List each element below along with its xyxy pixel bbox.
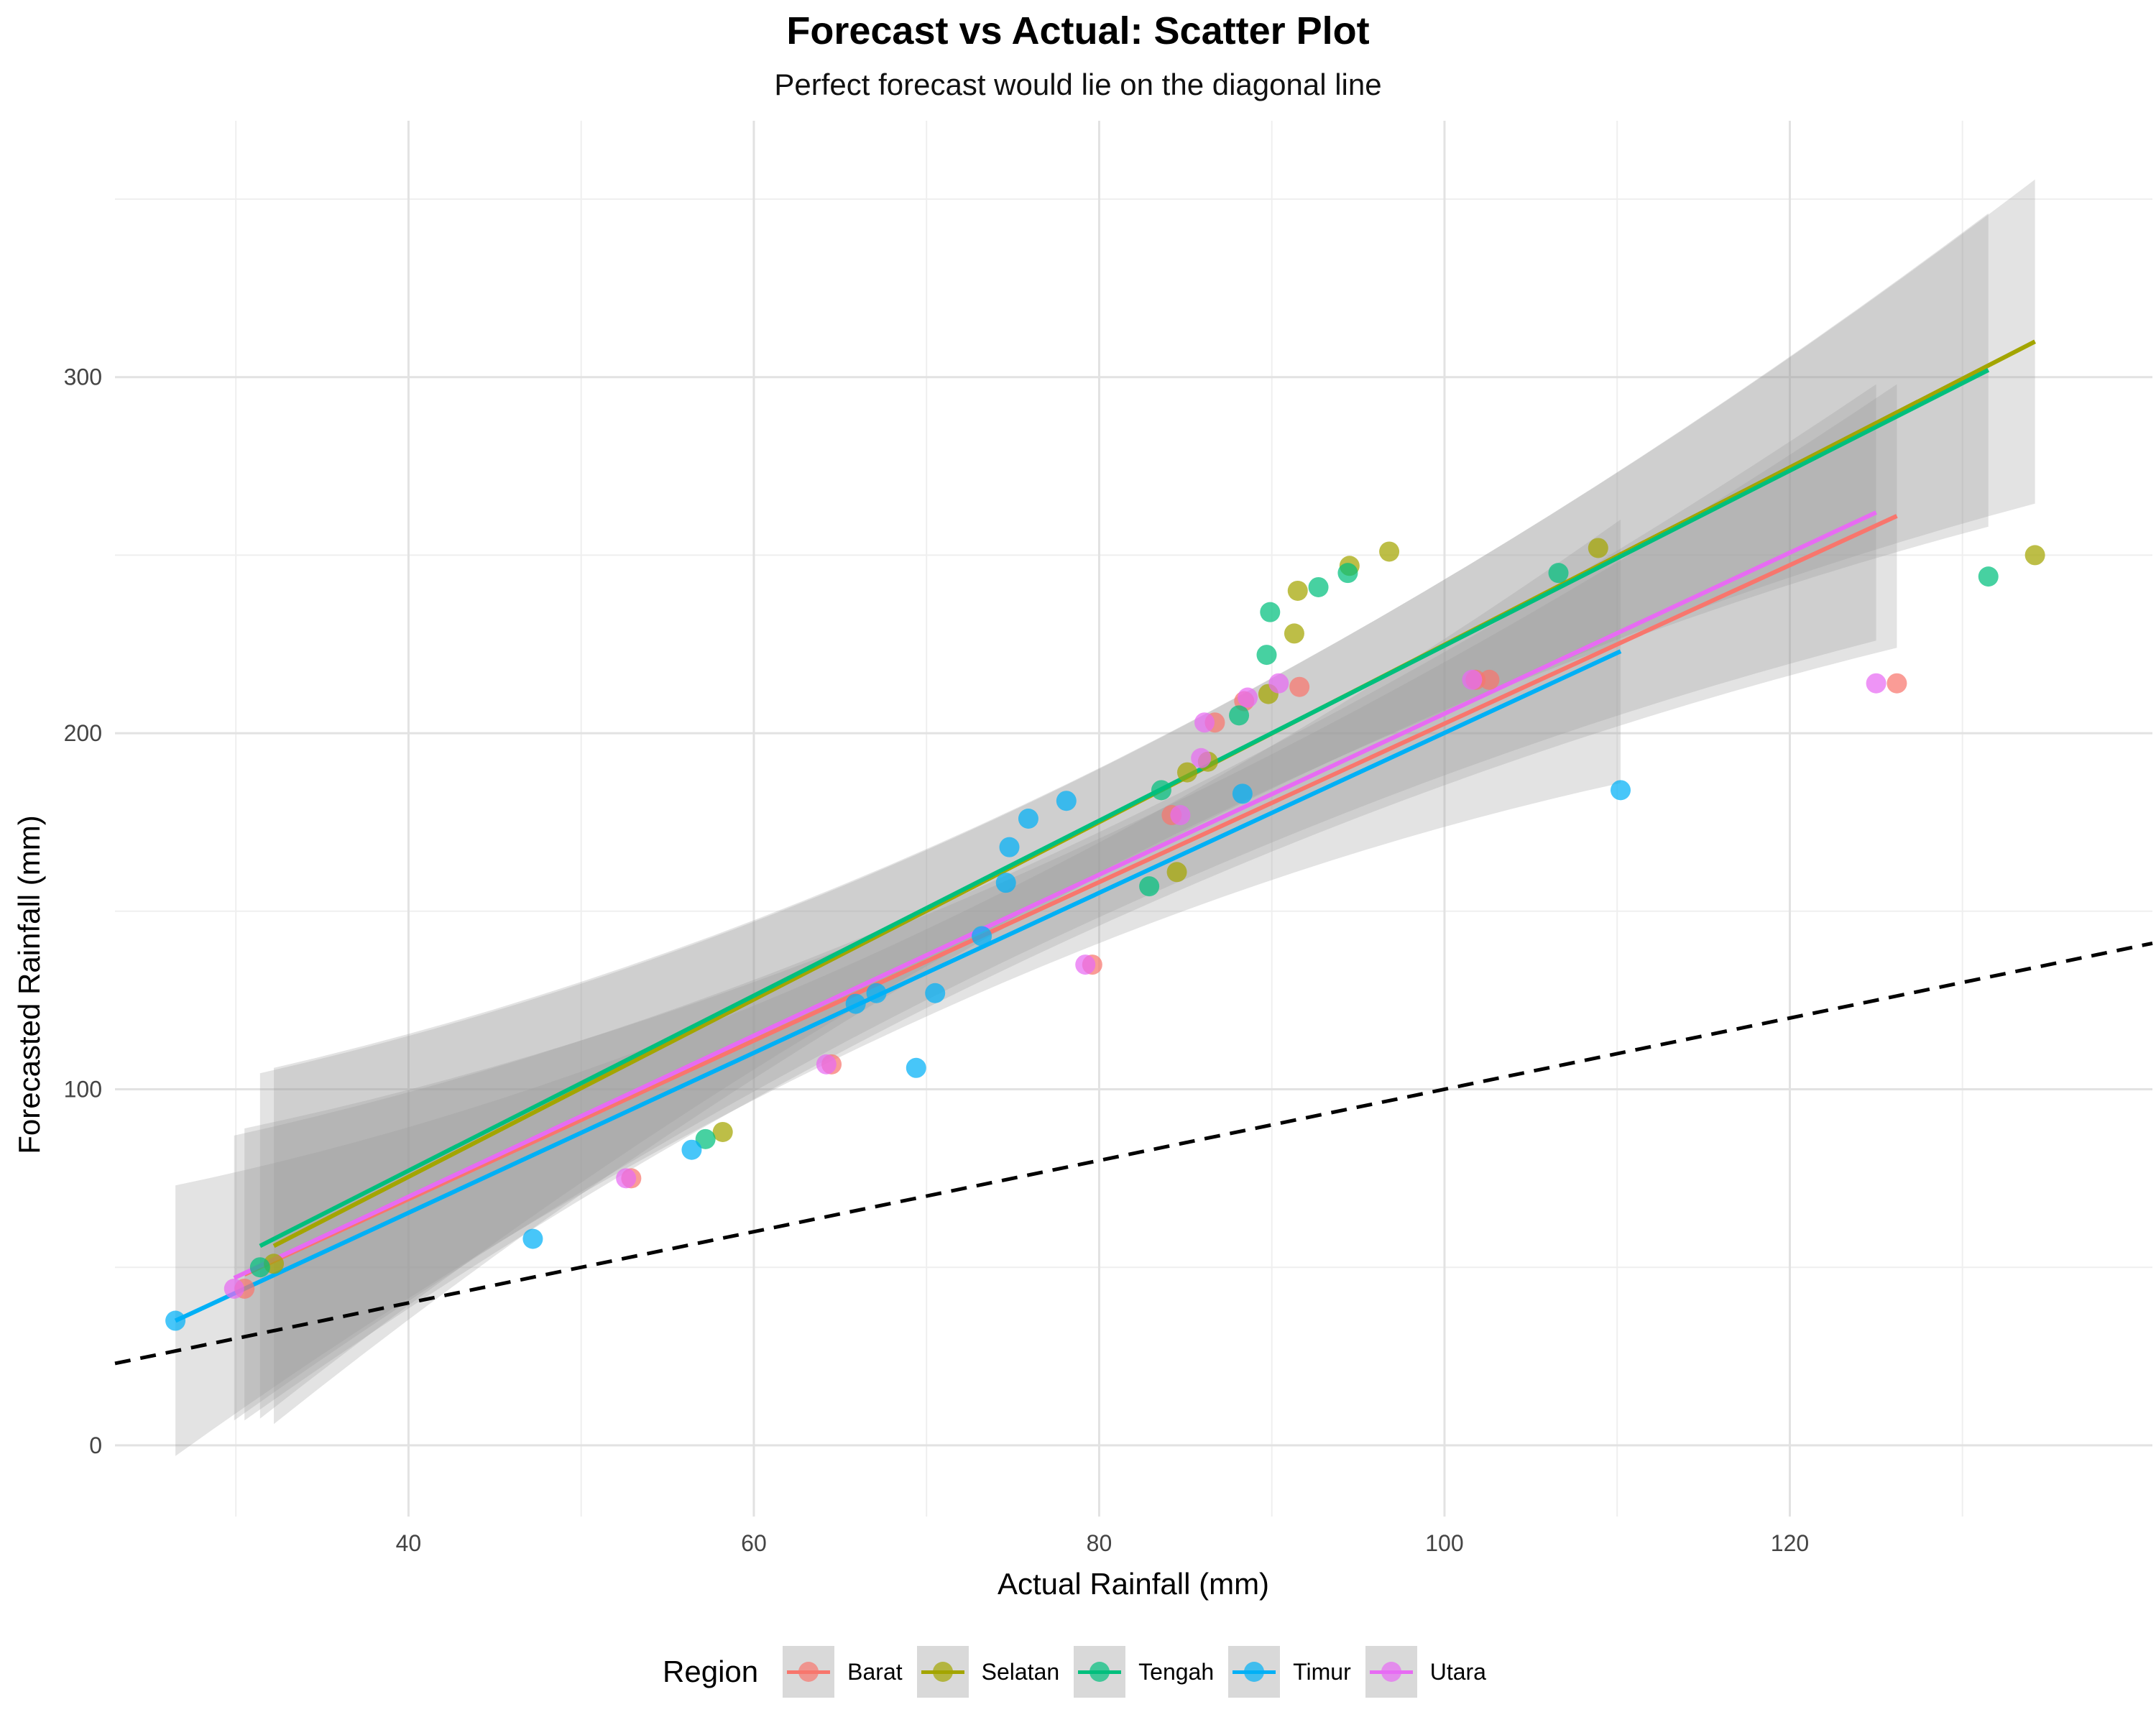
- fit-line-tengah: [259, 368, 1990, 1248]
- x-tick-label: 40: [396, 1530, 422, 1556]
- point-utara: [1268, 673, 1289, 694]
- point-timur: [999, 837, 1020, 857]
- fit-line-barat: [243, 514, 1898, 1276]
- legend-key: [916, 1646, 969, 1698]
- point-timur: [995, 873, 1016, 893]
- point-utara: [1238, 687, 1258, 708]
- legend-key: [1228, 1646, 1281, 1698]
- point-selatan: [1287, 580, 1308, 601]
- point-utara: [224, 1278, 244, 1299]
- legend-items: Barat Selatan Tengah Timur Utara: [783, 1646, 1493, 1698]
- point-selatan: [1284, 623, 1304, 644]
- point-utara: [1866, 673, 1886, 694]
- confidence-band-selatan: [274, 179, 2035, 1425]
- y-tick-labels: 0 100 200 300: [64, 364, 102, 1458]
- y-tick-label: 200: [64, 720, 102, 746]
- point-timur: [1056, 791, 1077, 811]
- point-timur: [522, 1228, 543, 1249]
- point-selatan: [1379, 541, 1400, 562]
- legend-key-point: [932, 1662, 953, 1682]
- point-timur: [1018, 809, 1038, 829]
- point-tengah: [1337, 563, 1358, 584]
- x-tick-label: 100: [1425, 1530, 1463, 1556]
- point-tengah: [1260, 602, 1281, 622]
- point-selatan: [2024, 545, 2045, 566]
- point-tengah: [695, 1128, 716, 1149]
- x-tick-labels: 40 60 80 100 120: [396, 1530, 1810, 1556]
- point-barat: [1289, 676, 1310, 697]
- x-tick-label: 120: [1771, 1530, 1809, 1556]
- reference-diagonal: [114, 941, 2153, 1366]
- legend-item-selatan: Selatan: [916, 1646, 1060, 1698]
- point-timur: [866, 983, 887, 1003]
- point-tengah: [1548, 563, 1569, 584]
- point-timur: [681, 1139, 702, 1160]
- legend-key-point: [1089, 1662, 1110, 1682]
- point-tengah: [249, 1257, 270, 1278]
- point-utara: [1462, 669, 1483, 690]
- legend-label: Selatan: [981, 1658, 1060, 1685]
- legend-key: [783, 1646, 835, 1698]
- point-utara: [1194, 712, 1215, 733]
- point-tengah: [1978, 566, 1999, 587]
- legend-label: Barat: [847, 1658, 903, 1685]
- legend-item-barat: Barat: [783, 1646, 903, 1698]
- point-barat: [1886, 673, 1907, 694]
- reference-line: [114, 941, 2153, 1366]
- point-timur: [165, 1310, 186, 1331]
- point-barat: [1479, 669, 1500, 690]
- point-timur: [925, 983, 946, 1003]
- y-axis-title: Forecasted Rainfall (mm): [12, 815, 46, 1154]
- x-axis-title: Actual Rainfall (mm): [998, 1567, 1269, 1601]
- x-tick-label: 60: [741, 1530, 767, 1556]
- point-utara: [1075, 954, 1096, 975]
- point-selatan: [712, 1121, 733, 1142]
- point-utara: [816, 1054, 837, 1075]
- point-tengah: [1256, 645, 1277, 666]
- y-tick-label: 100: [64, 1077, 102, 1103]
- point-tengah: [1229, 705, 1250, 726]
- data-points: [165, 538, 2045, 1331]
- point-selatan: [1176, 762, 1197, 783]
- point-utara: [1170, 805, 1191, 826]
- y-tick-label: 0: [89, 1432, 102, 1458]
- point-utara: [1191, 748, 1212, 768]
- point-timur: [1232, 783, 1253, 804]
- x-tick-label: 80: [1087, 1530, 1112, 1556]
- legend-key-point: [798, 1662, 819, 1682]
- chart-subtitle: Perfect forecast would lie on the diagon…: [774, 68, 1382, 101]
- point-timur: [906, 1057, 926, 1078]
- y-tick-label: 300: [64, 364, 102, 390]
- point-timur: [845, 993, 866, 1014]
- legend-label: Utara: [1429, 1658, 1486, 1685]
- legend-key: [1365, 1646, 1417, 1698]
- point-selatan: [1588, 538, 1608, 558]
- legend: Region Barat Selatan Tengah Timur Utara: [0, 1646, 2156, 1698]
- legend-label: Timur: [1293, 1658, 1351, 1685]
- legend-item-timur: Timur: [1228, 1646, 1351, 1698]
- point-tengah: [1151, 780, 1171, 801]
- point-tengah: [1308, 576, 1329, 597]
- legend-key-point: [1244, 1662, 1265, 1682]
- legend-key: [1074, 1646, 1126, 1698]
- confidence-band-tengah: [259, 213, 1989, 1419]
- legend-label: Tengah: [1138, 1658, 1215, 1685]
- confidence-band-barat: [244, 384, 1897, 1421]
- point-selatan: [1166, 862, 1187, 883]
- legend-title: Region: [663, 1655, 759, 1688]
- legend-item-tengah: Tengah: [1074, 1646, 1214, 1698]
- point-utara: [616, 1168, 637, 1189]
- chart-title: Forecast vs Actual: Scatter Plot: [786, 9, 1370, 52]
- point-tengah: [1139, 876, 1160, 897]
- legend-item-utara: Utara: [1365, 1646, 1486, 1698]
- grid-major: [115, 121, 2152, 1517]
- point-timur: [972, 926, 992, 947]
- fit-line-utara: [233, 510, 1877, 1280]
- point-timur: [1611, 780, 1631, 801]
- fit-line-timur: [174, 649, 1622, 1323]
- legend-key-point: [1381, 1662, 1401, 1682]
